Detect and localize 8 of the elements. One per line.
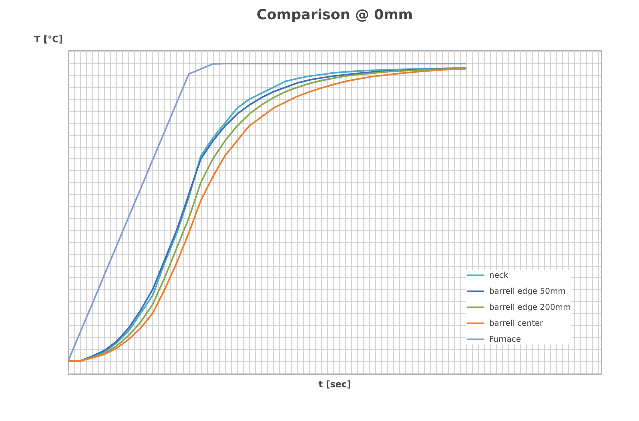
x-axis-title: t [sec] [318, 380, 352, 390]
legend-label: neck [489, 270, 510, 280]
legend-label: Furnace [489, 334, 522, 344]
legend-label: barrell center [489, 318, 544, 328]
chart-title: Comparison @ 0mm [256, 8, 414, 24]
y-axis-title: T [°C] [34, 36, 64, 46]
legend-label: barrell edge 200mm [489, 302, 571, 312]
legend-label: barrell edge 50mm [489, 286, 566, 296]
